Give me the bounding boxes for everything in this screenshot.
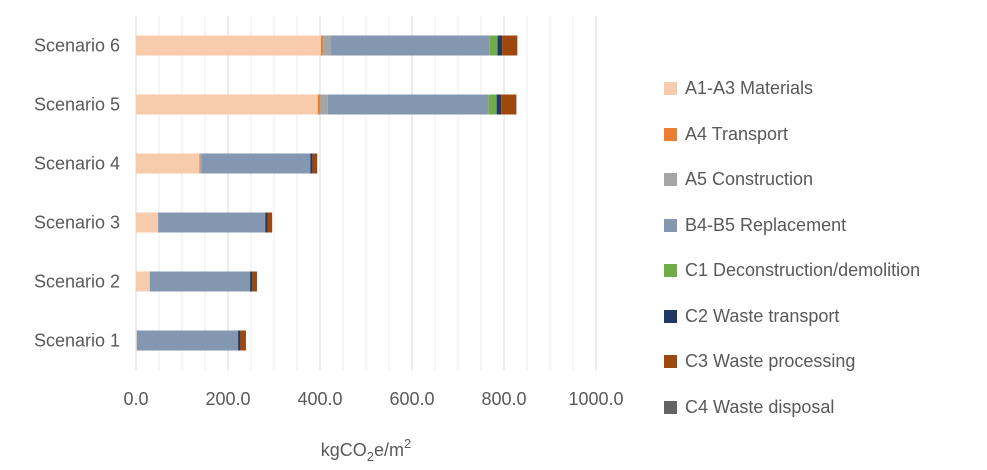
- legend-label: B4-B5 Replacement: [685, 214, 847, 235]
- bar-segment: [489, 35, 498, 56]
- bar-segment: [136, 212, 159, 233]
- legend-label: A4 Transport: [685, 123, 789, 144]
- category-labels: Scenario 1 Scenario 2 Scenario 3 Scenario 4…: [34, 36, 120, 351]
- bars: [136, 35, 518, 351]
- legend-item: A1-A3 Materials: [664, 66, 984, 112]
- legend-item: C2 Waste transport: [664, 294, 984, 340]
- bar-segment: [158, 212, 266, 233]
- legend-swatch: [664, 173, 677, 187]
- bar-segment: [240, 330, 246, 351]
- bar-segment: [312, 153, 318, 174]
- bar-segment: [320, 35, 324, 56]
- bar-segment: [497, 35, 503, 56]
- bar-segment: [320, 94, 328, 115]
- x-tick-label: 1000.0: [568, 389, 623, 409]
- bar-segment: [323, 35, 332, 56]
- bar-segment: [317, 94, 320, 115]
- legend-item: C1 Deconstruction/demolition: [664, 248, 984, 294]
- bar-segment: [136, 35, 321, 56]
- bar-segment: [136, 330, 239, 351]
- x-tick-labels: 0.0 200.0 400.0 600.0 800.0 1000.0: [123, 389, 623, 409]
- gridlines: [135, 16, 597, 370]
- x-tick-label: 800.0: [481, 389, 526, 409]
- legend-item: C3 Waste processing: [664, 339, 984, 385]
- legend-item: A4 Transport: [664, 112, 984, 158]
- category-label: Scenario 5: [34, 95, 120, 115]
- legend-swatch: [664, 309, 677, 323]
- legend-item: A5 Construction: [664, 157, 984, 203]
- x-tick-label: 200.0: [205, 389, 250, 409]
- bar-segment: [238, 330, 241, 351]
- x-axis-title: kgCO2e/m2: [321, 436, 412, 464]
- x-tick-label: 600.0: [389, 389, 434, 409]
- bar-segment: [250, 271, 253, 292]
- legend-label: C3 Waste processing: [685, 351, 856, 372]
- category-label: Scenario 6: [34, 36, 120, 56]
- bar-segment: [149, 271, 251, 292]
- bar-segment: [496, 94, 502, 115]
- legend-label: A5 Construction: [685, 169, 814, 190]
- x-tick-label: 400.0: [297, 389, 342, 409]
- legend-swatch: [664, 400, 677, 414]
- bar-segment: [327, 94, 489, 115]
- legend-swatch: [664, 355, 677, 369]
- legend-swatch: [664, 264, 677, 278]
- bar-segment: [265, 212, 268, 233]
- category-label: Scenario 2: [34, 272, 120, 292]
- category-label: Scenario 3: [34, 213, 120, 233]
- bar-segment: [136, 271, 150, 292]
- bar-segment: [252, 271, 257, 292]
- legend-label: C1 Deconstruction/demolition: [685, 260, 921, 281]
- bar-segment: [136, 153, 200, 174]
- bar-segment: [201, 153, 311, 174]
- legend-label: A1-A3 Materials: [685, 78, 814, 99]
- legend-label: C4 Waste disposal: [685, 396, 835, 417]
- legend: A1-A3 Materials A4 Transport A5 Constructi…: [664, 66, 984, 430]
- category-label: Scenario 1: [34, 331, 120, 351]
- bar-segment: [331, 35, 490, 56]
- bar-segment: [501, 94, 517, 115]
- legend-swatch: [664, 127, 677, 141]
- legend-item: B4-B5 Replacement: [664, 203, 984, 249]
- legend-swatch: [664, 218, 677, 232]
- bar-segment: [136, 330, 137, 351]
- bar-segment: [136, 94, 318, 115]
- bar-segment: [199, 153, 201, 174]
- bar-segment: [310, 153, 313, 174]
- legend-label: C2 Waste transport: [685, 305, 840, 326]
- legend-item: C4 Waste disposal: [664, 385, 984, 431]
- bar-segment: [200, 153, 202, 174]
- legend-swatch: [664, 82, 677, 96]
- category-label: Scenario 4: [34, 154, 120, 174]
- bar-segment: [502, 35, 518, 56]
- bar-segment: [267, 212, 273, 233]
- bar-segment: [488, 94, 497, 115]
- x-tick-label: 0.0: [123, 389, 148, 409]
